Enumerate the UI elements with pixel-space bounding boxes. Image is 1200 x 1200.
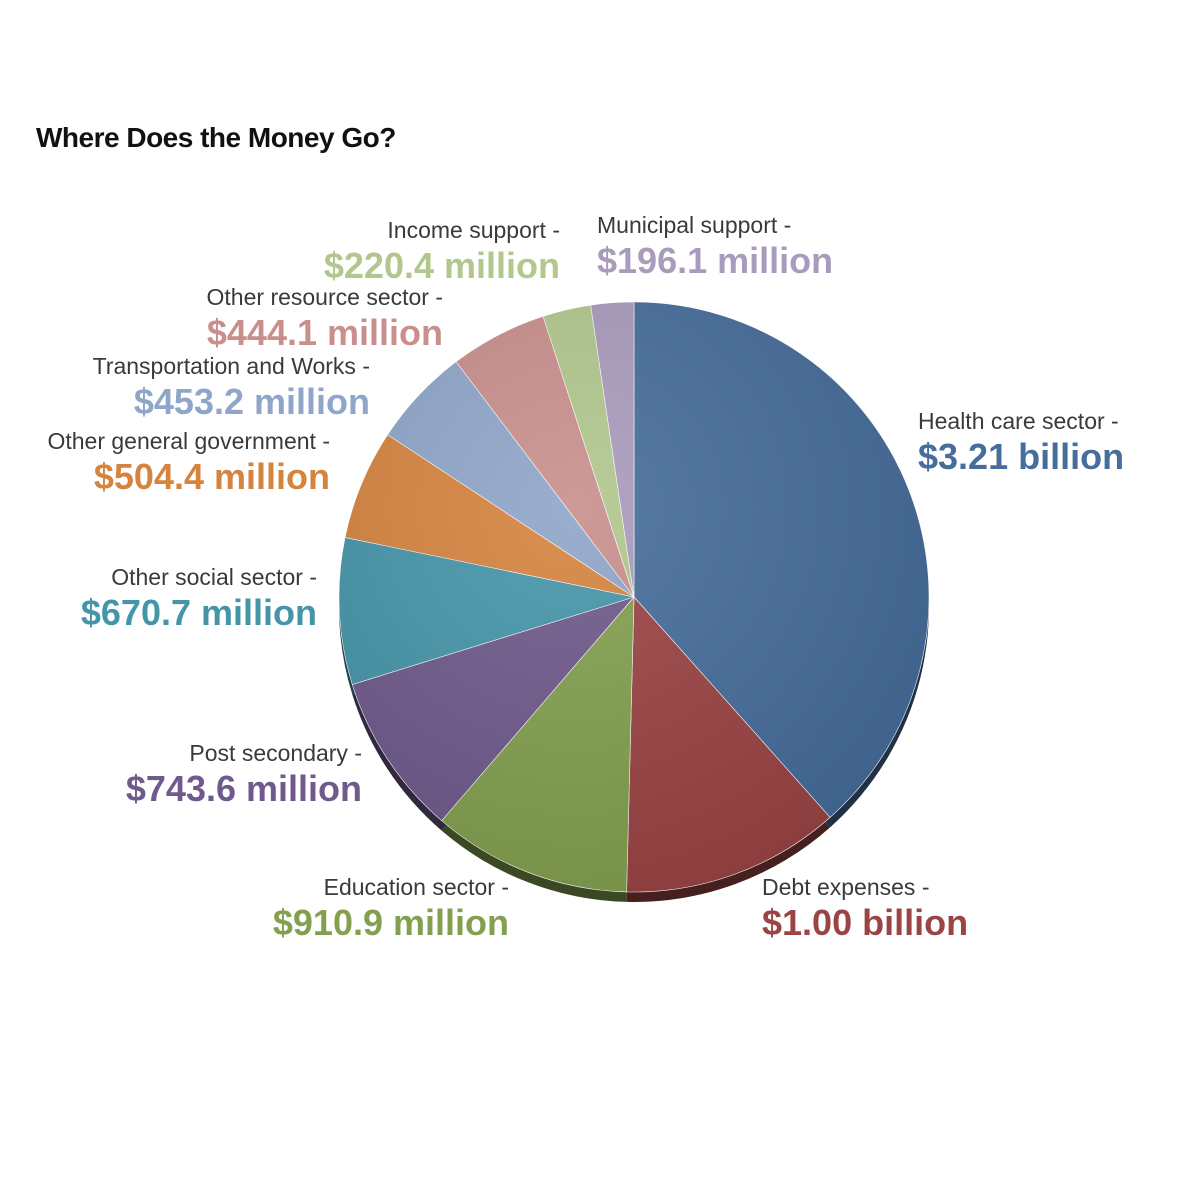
slice-name: Transportation and Works - (92, 353, 370, 379)
slice-name: Debt expenses - (762, 874, 930, 900)
slice-value: $220.4 million (323, 245, 560, 286)
slice-name: Other social sector - (111, 564, 317, 590)
slice-name: Municipal support - (597, 212, 792, 238)
slice-label-other-general-government: Other general government - $504.4 millio… (47, 430, 330, 495)
slice-label-post-secondary: Post secondary - $743.6 million (126, 742, 362, 807)
slice-label-income-support: Income support - $220.4 million (324, 219, 560, 284)
slice-name: Post secondary - (189, 740, 362, 766)
slice-label-other-resource: Other resource sector - $444.1 million (207, 286, 443, 351)
slice-name: Income support - (387, 217, 560, 243)
chart-title: Where Does the Money Go? (36, 122, 396, 153)
slice-label-municipal-support: Municipal support - $196.1 million (597, 214, 833, 279)
slice-label-transportation: Transportation and Works - $453.2 millio… (93, 355, 370, 420)
slice-value: $3.21 billion (918, 436, 1125, 477)
slice-value: $910.9 million (272, 902, 509, 943)
slice-value: $444.1 million (206, 312, 443, 353)
slice-label-other-social: Other social sector - $670.7 million (81, 566, 317, 631)
slice-name: Other resource sector - (206, 284, 443, 310)
slice-name: Health care sector - (918, 408, 1119, 434)
slice-value: $1.00 billion (762, 902, 969, 943)
slice-value: $196.1 million (597, 240, 834, 281)
slice-value: $743.6 million (125, 768, 362, 809)
slice-value: $670.7 million (80, 592, 317, 633)
slice-label-health-care: Health care sector - $3.21 billion (918, 410, 1124, 475)
slice-label-debt-expenses: Debt expenses - $1.00 billion (762, 876, 968, 941)
slice-name: Education sector - (323, 874, 509, 900)
slice-value: $504.4 million (93, 456, 330, 497)
slice-name: Other general government - (47, 428, 330, 454)
slice-label-education: Education sector - $910.9 million (273, 876, 509, 941)
slice-value: $453.2 million (133, 381, 370, 422)
